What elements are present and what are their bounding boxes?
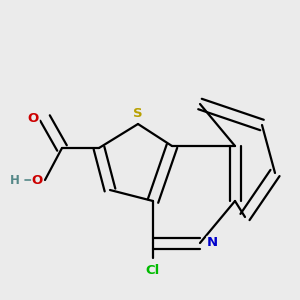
Text: H: H [10,173,20,187]
Text: O: O [32,173,43,187]
Text: O: O [28,112,39,124]
Text: N: N [207,236,218,250]
Text: Cl: Cl [146,263,160,277]
Text: S: S [133,107,143,120]
